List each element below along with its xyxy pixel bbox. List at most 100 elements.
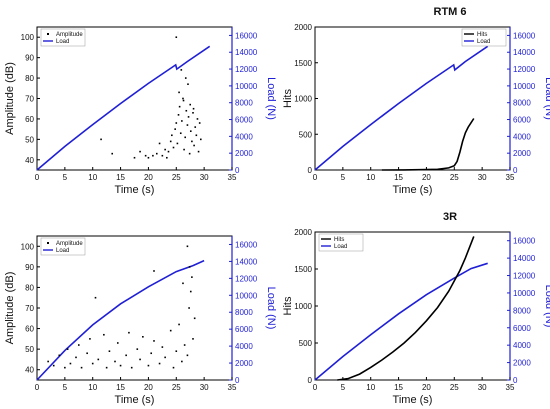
x-tick-label: 20 (144, 173, 153, 182)
y2-tick-label: 0 (235, 166, 240, 175)
scatter-point (77, 344, 80, 346)
scatter-point (175, 122, 178, 124)
scatter-point (128, 331, 130, 334)
y2-tick-label: 12000 (513, 272, 536, 281)
scatter-point (171, 134, 173, 137)
series-line-load (36, 259, 205, 381)
scatter-point (185, 109, 188, 112)
x-tick-label: 10 (88, 173, 97, 182)
chart-panel-bottom-left: 0 5 10 15 20 25 30 35 40 50 60 70 80 90 100 0 2000 4000 60… (4, 235, 277, 406)
y2-tick-label: 0 (513, 376, 518, 385)
chart-panel-top-right: 0 5 10 15 20 25 30 3505001000150020000200040006… (282, 6, 550, 196)
legend-label: Hits (334, 237, 344, 243)
scatter-point (169, 329, 172, 332)
scatter-point (180, 69, 183, 71)
y2-tick-label: 16000 (513, 237, 536, 246)
y2-tick-label: 12000 (235, 65, 258, 74)
scatter-point (175, 36, 178, 39)
scatter-point (192, 338, 194, 340)
scatter-point (183, 148, 185, 151)
scatter-point (182, 99, 185, 102)
x-tick-label: 20 (422, 383, 431, 392)
y2-tick-label: 0 (235, 376, 240, 385)
scatter-point (139, 358, 141, 361)
scatter-point (116, 342, 119, 344)
scatter-point (114, 360, 116, 363)
y-axis-label: Hits (282, 296, 294, 315)
scatter-point (80, 366, 83, 369)
y2-tick-label: 8000 (513, 99, 531, 108)
legend-label: Hits (477, 32, 487, 38)
scatter-point (155, 152, 158, 155)
y2-tick-label: 6000 (235, 116, 253, 125)
y-tick-label: 2000 (294, 23, 312, 32)
plot-frame (36, 26, 233, 171)
y2-tick-label: 10000 (235, 291, 258, 300)
y-tick-label: 1500 (294, 59, 312, 68)
y2-tick-label: 14000 (513, 254, 536, 263)
scatter-point (58, 354, 61, 357)
x-tick-label: 35 (228, 383, 237, 392)
y2-tick-label: 10000 (513, 82, 536, 91)
series-line-load (314, 262, 488, 381)
scatter-point (86, 352, 88, 355)
x-tick-label: 15 (116, 383, 125, 392)
y2-tick-label: 14000 (235, 257, 258, 266)
scatter-point (187, 83, 189, 85)
x-tick-label: 10 (366, 383, 375, 392)
legend-label: Load (56, 39, 69, 45)
scatter-point (89, 338, 91, 340)
x-axis-label: Time (s) (393, 394, 433, 406)
legend-label: Amplitude (56, 241, 83, 247)
scatter-point (100, 138, 102, 141)
y-tick-label: 40 (25, 156, 34, 165)
series-line-load (36, 45, 211, 171)
scatter-point (176, 142, 179, 145)
x-tick-label: 20 (422, 173, 431, 182)
legend-box (318, 233, 364, 252)
scatter-point (94, 296, 97, 299)
y-tick-label: 80 (25, 74, 34, 83)
scatter-point (152, 154, 154, 157)
scatter-point (188, 307, 190, 309)
legend-marker (47, 242, 49, 244)
scatter-point (182, 282, 184, 285)
chart-title: RTM 6 (434, 6, 467, 18)
y2-tick-label: 2000 (513, 149, 531, 158)
scatter-point (108, 350, 111, 352)
scatter-point (130, 366, 133, 369)
scatter-point (194, 126, 197, 128)
scatter-point (97, 358, 100, 361)
x-tick-label: 35 (506, 173, 515, 182)
y-tick-label: 0 (308, 376, 313, 385)
scatter-point (139, 150, 141, 153)
y2-tick-label: 8000 (235, 99, 253, 108)
y2-tick-label: 8000 (513, 306, 531, 315)
y2-tick-label: 2000 (513, 359, 531, 368)
y-tick-label: 70 (25, 304, 34, 313)
y2-tick-label: 4000 (235, 132, 253, 141)
scatter-point (196, 118, 199, 120)
scatter-point (172, 146, 175, 149)
legend-label: Load (477, 39, 490, 45)
y-tick-label: 80 (25, 283, 34, 292)
scatter-point (178, 91, 180, 94)
scatter-point (179, 132, 182, 135)
scatter-point (184, 77, 187, 79)
y-axis-label: Hits (282, 89, 294, 108)
y-tick-label: 50 (25, 135, 34, 144)
plot-frame (36, 235, 233, 381)
x-tick-label: 15 (394, 173, 403, 182)
scatter-point (193, 144, 195, 147)
scatter-point (186, 245, 189, 248)
x-tick-label: 35 (228, 173, 237, 182)
y2-tick-label: 2000 (235, 149, 253, 158)
x-tick-label: 10 (366, 173, 375, 182)
x-tick-label: 25 (450, 383, 459, 392)
x-tick-label: 5 (63, 383, 68, 392)
scatter-point (144, 154, 147, 157)
plot-frame (314, 231, 511, 381)
scatter-point (66, 348, 69, 350)
y-tick-label: 500 (299, 339, 313, 348)
legend-label: Amplitude (56, 32, 83, 38)
